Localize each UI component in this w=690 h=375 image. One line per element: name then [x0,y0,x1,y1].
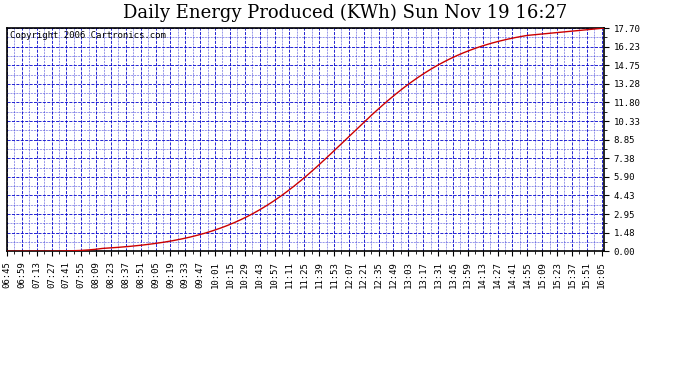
Text: Copyright 2006 Cartronics.com: Copyright 2006 Cartronics.com [10,32,166,40]
Text: Daily Energy Produced (KWh) Sun Nov 19 16:27: Daily Energy Produced (KWh) Sun Nov 19 1… [123,4,567,22]
